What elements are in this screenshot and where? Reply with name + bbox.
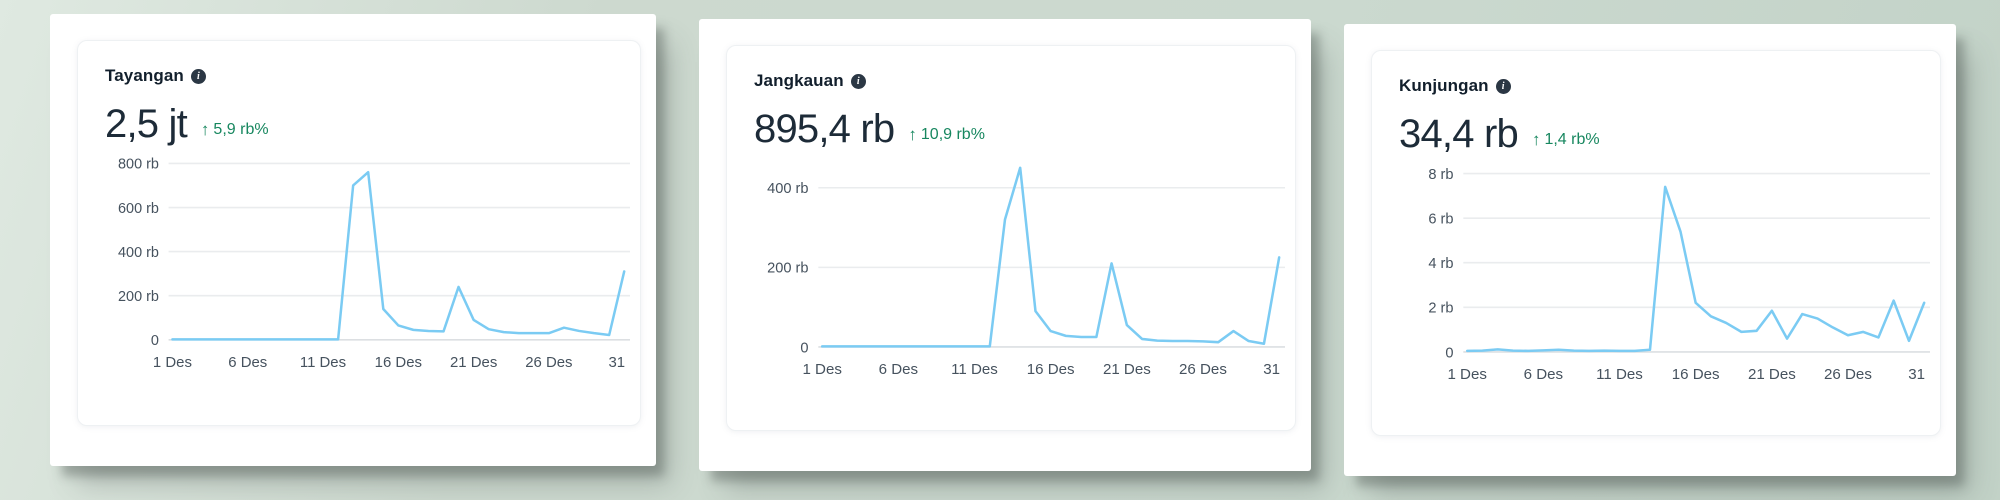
svg-text:11 Des: 11 Des [951, 361, 998, 378]
card-header: Jangkauan i [754, 71, 1285, 91]
metric-card-frame-kunjungan: Kunjungan i 34,4 rb ↑ 1,4 rb% 0 2 rb 4 rb 6… [1344, 24, 1956, 476]
svg-text:8 rb: 8 rb [1428, 167, 1453, 183]
metric-delta: ↑ 5,9 rb% [201, 111, 269, 139]
svg-text:0: 0 [151, 333, 159, 349]
svg-text:31 D: 31 D [1263, 361, 1285, 378]
svg-text:1 Des: 1 Des [1447, 366, 1486, 383]
svg-text:11 Des: 11 Des [300, 354, 346, 371]
svg-text:21 Des: 21 Des [1103, 361, 1151, 378]
svg-text:0: 0 [800, 340, 808, 356]
svg-text:31 D: 31 D [608, 354, 630, 371]
line-chart-tayangan: 0 200 rb 400 rb 600 rb 800 rb 1 Des 6 Des 11 De… [105, 151, 630, 376]
metric-row: 2,5 jt ↑ 5,9 rb% [105, 102, 630, 147]
metric-value: 34,4 rb [1399, 112, 1519, 156]
svg-text:400 rb: 400 rb [767, 181, 808, 197]
delta-up-arrow-icon: ↑ [908, 125, 917, 144]
metric-card-tayangan: Tayangan i 2,5 jt ↑ 5,9 rb% 0 200 rb 400 r… [77, 40, 641, 426]
info-icon[interactable]: i [850, 73, 866, 89]
delta-value: 10,9 rb% [920, 125, 985, 143]
svg-text:26 Des: 26 Des [1179, 361, 1227, 378]
metric-delta: ↑ 10,9 rb% [908, 116, 985, 144]
metric-card-kunjungan: Kunjungan i 34,4 rb ↑ 1,4 rb% 0 2 rb 4 rb 6… [1371, 50, 1941, 436]
svg-text:0: 0 [1445, 345, 1453, 361]
card-header: Tayangan i [105, 66, 630, 86]
card-title: Jangkauan [754, 71, 844, 90]
delta-value: 1,4 rb% [1544, 130, 1600, 148]
delta-value: 5,9 rb% [213, 120, 269, 138]
metric-card-frame-jangkauan: Jangkauan i 895,4 rb ↑ 10,9 rb% 0 200 rb 4… [699, 19, 1311, 471]
svg-text:600 rb: 600 rb [118, 201, 159, 217]
svg-text:16 Des: 16 Des [375, 354, 422, 371]
svg-text:200 rb: 200 rb [767, 261, 808, 277]
metric-row: 34,4 rb ↑ 1,4 rb% [1399, 112, 1930, 157]
metric-delta: ↑ 1,4 rb% [1532, 121, 1600, 149]
delta-up-arrow-icon: ↑ [200, 120, 210, 139]
card-header: Kunjungan i [1399, 76, 1930, 96]
svg-text:4 rb: 4 rb [1428, 256, 1453, 272]
svg-text:26 Des: 26 Des [525, 354, 572, 371]
svg-text:16 Des: 16 Des [1027, 361, 1075, 378]
metric-value: 895,4 rb [754, 107, 895, 151]
svg-text:6 Des: 6 Des [228, 354, 267, 371]
svg-text:6 Des: 6 Des [879, 361, 918, 378]
svg-text:2 rb: 2 rb [1428, 301, 1453, 317]
metric-row: 895,4 rb ↑ 10,9 rb% [754, 107, 1285, 152]
svg-text:1 Des: 1 Des [802, 361, 841, 378]
svg-text:6 Des: 6 Des [1524, 366, 1563, 383]
svg-text:11 Des: 11 Des [1596, 366, 1643, 383]
delta-up-arrow-icon: ↑ [1531, 130, 1541, 149]
svg-text:21 Des: 21 Des [450, 354, 497, 371]
info-icon[interactable]: i [190, 68, 206, 84]
svg-text:400 rb: 400 rb [118, 245, 159, 261]
line-chart-kunjungan: 0 2 rb 4 rb 6 rb 8 rb 1 Des 6 Des 11 Des 16 Des 2… [1399, 161, 1930, 389]
metric-card-frame-tayangan: Tayangan i 2,5 jt ↑ 5,9 rb% 0 200 rb 400 r… [50, 14, 656, 466]
svg-text:26 Des: 26 Des [1824, 366, 1872, 383]
svg-text:31 D: 31 D [1908, 366, 1930, 383]
svg-text:6 rb: 6 rb [1428, 212, 1453, 228]
svg-text:800 rb: 800 rb [118, 157, 159, 173]
metric-value: 2,5 jt [105, 102, 188, 146]
card-title: Tayangan [105, 66, 184, 85]
line-chart-jangkauan: 0 200 rb 400 rb 1 Des 6 Des 11 Des 16 Des 21 De… [754, 156, 1285, 384]
card-title: Kunjungan [1399, 76, 1489, 95]
svg-text:200 rb: 200 rb [118, 289, 159, 305]
svg-text:1 Des: 1 Des [153, 354, 192, 371]
svg-text:16 Des: 16 Des [1672, 366, 1720, 383]
metric-card-jangkauan: Jangkauan i 895,4 rb ↑ 10,9 rb% 0 200 rb 4… [726, 45, 1296, 431]
info-icon[interactable]: i [1495, 78, 1511, 94]
svg-text:21 Des: 21 Des [1748, 366, 1796, 383]
